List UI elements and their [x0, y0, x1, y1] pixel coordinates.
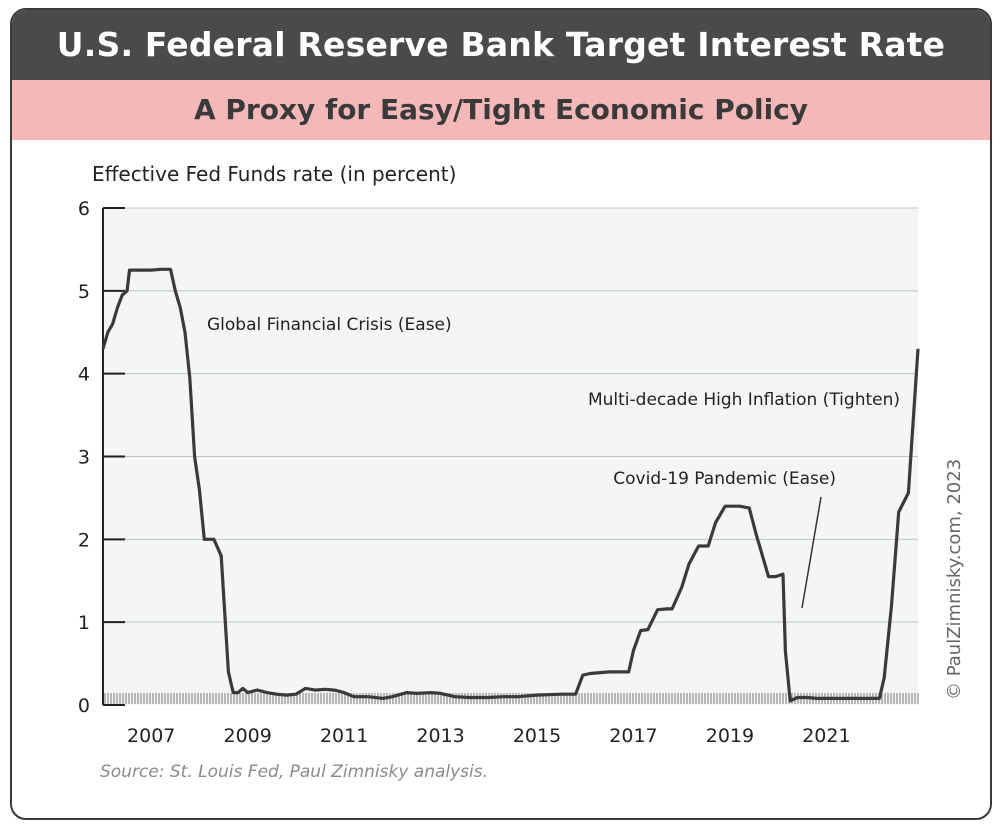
y-tick-label-5: 5 [78, 281, 90, 303]
source-note: Source: St. Louis Fed, Paul Zimnisky ana… [100, 762, 489, 782]
x-tick-label-2013: 2013 [416, 725, 464, 747]
y-tick-label-6: 6 [78, 198, 90, 220]
y-axis-label: Effective Fed Funds rate (in percent) [92, 162, 457, 186]
gridlines [103, 207, 918, 623]
x-tick-label-2019: 2019 [706, 725, 754, 747]
series-line-fed-funds [101, 267, 920, 703]
y-tick-label-0: 0 [78, 695, 90, 717]
x-tick-label-2011: 2011 [320, 725, 368, 747]
annotation-high-inflation: Multi-decade High Inflation (Tighten) [588, 390, 900, 410]
x-ticks: 2007 2009 2011 2013 2015 2017 2019 2021 [127, 725, 851, 747]
covid-annotation-pointer [801, 496, 822, 609]
x-tick-label-2007: 2007 [127, 725, 175, 747]
annotation-global-financial-crisis: Global Financial Crisis (Ease) [207, 315, 452, 335]
chart-subtitle: A Proxy for Easy/Tight Economic Policy [12, 80, 990, 140]
y-ticks: 0 1 2 3 4 5 6 [78, 198, 125, 717]
y-tick-label-4: 4 [78, 364, 90, 386]
chart-title: U.S. Federal Reserve Bank Target Interes… [12, 10, 990, 80]
x-tick-label-2015: 2015 [513, 725, 561, 747]
x-tick-label-2009: 2009 [223, 725, 271, 747]
x-tick-label-2017: 2017 [609, 725, 657, 747]
copyright-note: © PaulZimnisky.com, 2023 [944, 458, 965, 700]
y-tick-label-2: 2 [78, 529, 90, 551]
y-tick-label-1: 1 [78, 612, 90, 634]
y-tick-label-3: 3 [78, 447, 90, 469]
x-tick-label-2021: 2021 [802, 725, 850, 747]
annotation-covid-pandemic: Covid-19 Pandemic (Ease) [613, 469, 836, 489]
